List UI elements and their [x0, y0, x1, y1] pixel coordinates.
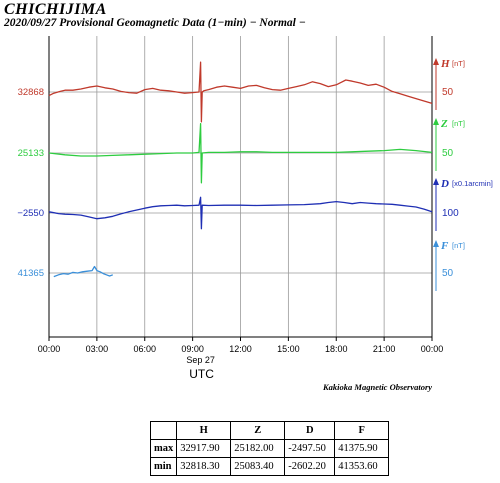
- x-tick-label: 15:00: [277, 344, 300, 354]
- observatory-credit: Kakioka Magnetic Observatory: [323, 382, 433, 392]
- series-h-scale-label: 50: [442, 87, 454, 98]
- stats-cell: 41375.90: [334, 439, 390, 458]
- x-tick-label: 18:00: [325, 344, 348, 354]
- x-tick-label: 06:00: [133, 344, 156, 354]
- stats-cell: -2497.50: [284, 439, 336, 458]
- x-tick-label: 00:00: [38, 344, 61, 354]
- series-d-scale-label: 100: [442, 208, 459, 219]
- series-h-arrowhead: [433, 58, 439, 65]
- stats-cell: -2602.20: [284, 457, 336, 476]
- series-h-baseline-label: 32868: [18, 87, 44, 98]
- stats-header-z: Z: [230, 421, 286, 440]
- axes: [48, 36, 433, 341]
- series-z-baseline-label: 25133: [18, 148, 44, 159]
- x-tick-label: 21:00: [373, 344, 396, 354]
- x-tick-label: 00:00: [421, 344, 444, 354]
- series-d-name: D: [440, 178, 449, 190]
- series-layer: [48, 61, 433, 278]
- stats-row-max: max 32917.90 25182.00 -2497.50 41375.90: [149, 439, 390, 458]
- stats-cell: 25182.00: [230, 439, 286, 458]
- stats-header-f: F: [334, 421, 390, 440]
- series-d-unit: [x0.1arcmin]: [452, 179, 493, 188]
- series-z-line: [48, 122, 433, 184]
- x-tick-label: 09:00: [181, 344, 204, 354]
- series-f-scale-label: 50: [442, 268, 454, 279]
- series-f-unit: [nT]: [452, 241, 465, 250]
- stats-cell: 41353.60: [334, 457, 390, 476]
- series-f-line: [53, 265, 114, 278]
- stats-header-h: H: [176, 421, 232, 440]
- x-tick-label: 03:00: [86, 344, 109, 354]
- stats-header-row: H Z D F: [149, 421, 390, 440]
- series-d-line: [48, 196, 433, 230]
- stats-table: H Z D F max 32917.90 25182.00 -2497.50 4…: [149, 421, 390, 476]
- stats-row-label: min: [149, 457, 178, 476]
- chart-subtitle: 2020/09/27 Provisional Geomagnetic Data …: [4, 17, 306, 29]
- series-d-baseline-label: −2550: [17, 208, 44, 219]
- series-f-name: F: [440, 240, 449, 252]
- label-layer: 00:00 03:00 06:00 09:00 12:00 15:00 18:00 21:00…: [17, 58, 493, 381]
- series-h-line: [48, 61, 433, 123]
- stats-row-min: min 32818.30 25083.40 -2602.20 41353.60: [149, 457, 390, 476]
- magnetogram-chart: 00:00 03:00 06:00 09:00 12:00 15:00 18:00 21:00…: [17, 36, 493, 381]
- x-date-label: Sep 27: [186, 355, 215, 365]
- series-z-arrowhead: [433, 118, 439, 125]
- series-h-name: H: [440, 58, 450, 70]
- stats-header-d: D: [284, 421, 336, 440]
- series-f-baseline-label: 41365: [18, 268, 44, 279]
- series-z-scale-label: 50: [442, 148, 454, 159]
- stats-cell: 25083.40: [230, 457, 286, 476]
- station-name: CHICHIJIMA: [4, 1, 107, 18]
- series-z-name: Z: [440, 118, 448, 130]
- series-z-unit: [nT]: [452, 119, 465, 128]
- stats-row-label: max: [149, 439, 178, 458]
- series-h-unit: [nT]: [452, 59, 465, 68]
- stats-cell: 32917.90: [176, 439, 232, 458]
- series-d-arrowhead: [433, 178, 439, 185]
- series-f-arrowhead: [433, 240, 439, 247]
- grid: [48, 36, 433, 337]
- x-axis-title: UTC: [189, 367, 214, 381]
- x-tick-label: 12:00: [229, 344, 252, 354]
- stats-cell: 32818.30: [176, 457, 232, 476]
- stats-header-blank: [149, 421, 178, 440]
